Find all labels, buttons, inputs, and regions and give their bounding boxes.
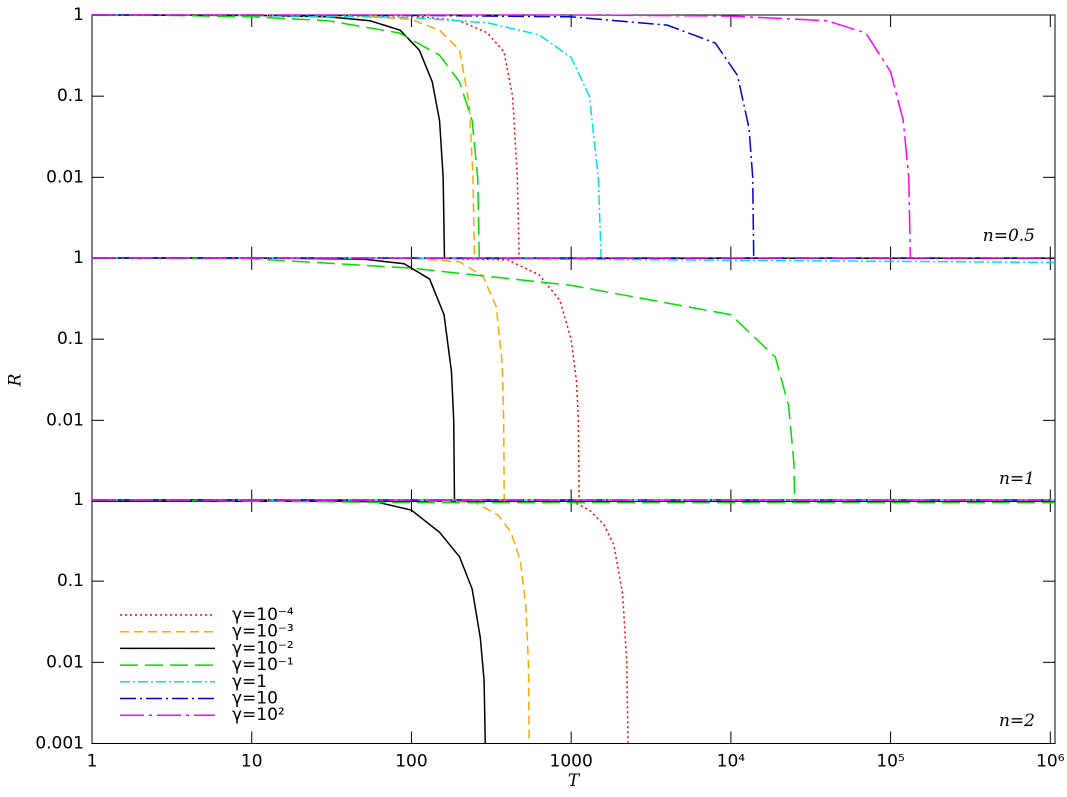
x-tick-label: 1000 xyxy=(550,752,593,772)
panel-annotation: n=0.5 xyxy=(983,226,1035,246)
line-series xyxy=(92,257,505,502)
y-tick-label: 1 xyxy=(73,490,84,510)
y-tick-label: 0.01 xyxy=(46,167,84,187)
y-tick-label: 0.001 xyxy=(35,734,84,754)
line-series xyxy=(92,257,456,502)
legend-label: γ=10⁻¹ xyxy=(232,655,294,675)
x-tick-label: 10 xyxy=(241,752,263,772)
x-axis-label: T xyxy=(568,771,581,791)
x-tick-label: 10⁶ xyxy=(1036,752,1065,772)
line-series xyxy=(92,14,912,259)
line-series xyxy=(91,14,481,259)
panel-frame xyxy=(91,14,1056,259)
line-series xyxy=(91,14,755,259)
legend-label: γ=10⁻² xyxy=(232,638,294,658)
y-tick-label: 0.1 xyxy=(57,329,84,349)
x-tick-label: 10⁴ xyxy=(717,752,746,772)
y-tick-label: 1 xyxy=(73,248,84,268)
legend-label: γ=10² xyxy=(232,705,285,725)
y-tick-label: 0.01 xyxy=(46,410,84,430)
y-tick-label: 1 xyxy=(73,5,84,25)
line-series xyxy=(92,257,580,502)
line-series xyxy=(91,257,796,502)
panel-frame xyxy=(91,257,1056,502)
y-tick-label: 0.1 xyxy=(57,571,84,591)
y-axis-label: R xyxy=(6,373,26,387)
line-series xyxy=(92,14,520,259)
line-series xyxy=(92,499,530,744)
x-tick-label: 100 xyxy=(395,752,427,772)
y-tick-label: 0.01 xyxy=(46,652,84,672)
line-series xyxy=(92,499,487,744)
x-tick-label: 10⁵ xyxy=(876,752,904,772)
legend-label: γ=10 xyxy=(232,689,278,709)
line-series xyxy=(91,14,602,259)
line-series xyxy=(91,14,446,259)
legend-label: γ=10⁻⁴ xyxy=(232,605,294,625)
legend-label: γ=10⁻³ xyxy=(232,622,294,642)
panel-annotation: n=2 xyxy=(999,711,1035,731)
line-series xyxy=(92,14,476,259)
x-tick-label: 1 xyxy=(87,752,98,772)
line-series xyxy=(91,257,1056,264)
line-series xyxy=(92,499,629,744)
legend-label: γ=1 xyxy=(232,672,267,692)
y-tick-label: 0.1 xyxy=(57,86,84,106)
panel-annotation: n=1 xyxy=(999,469,1035,489)
